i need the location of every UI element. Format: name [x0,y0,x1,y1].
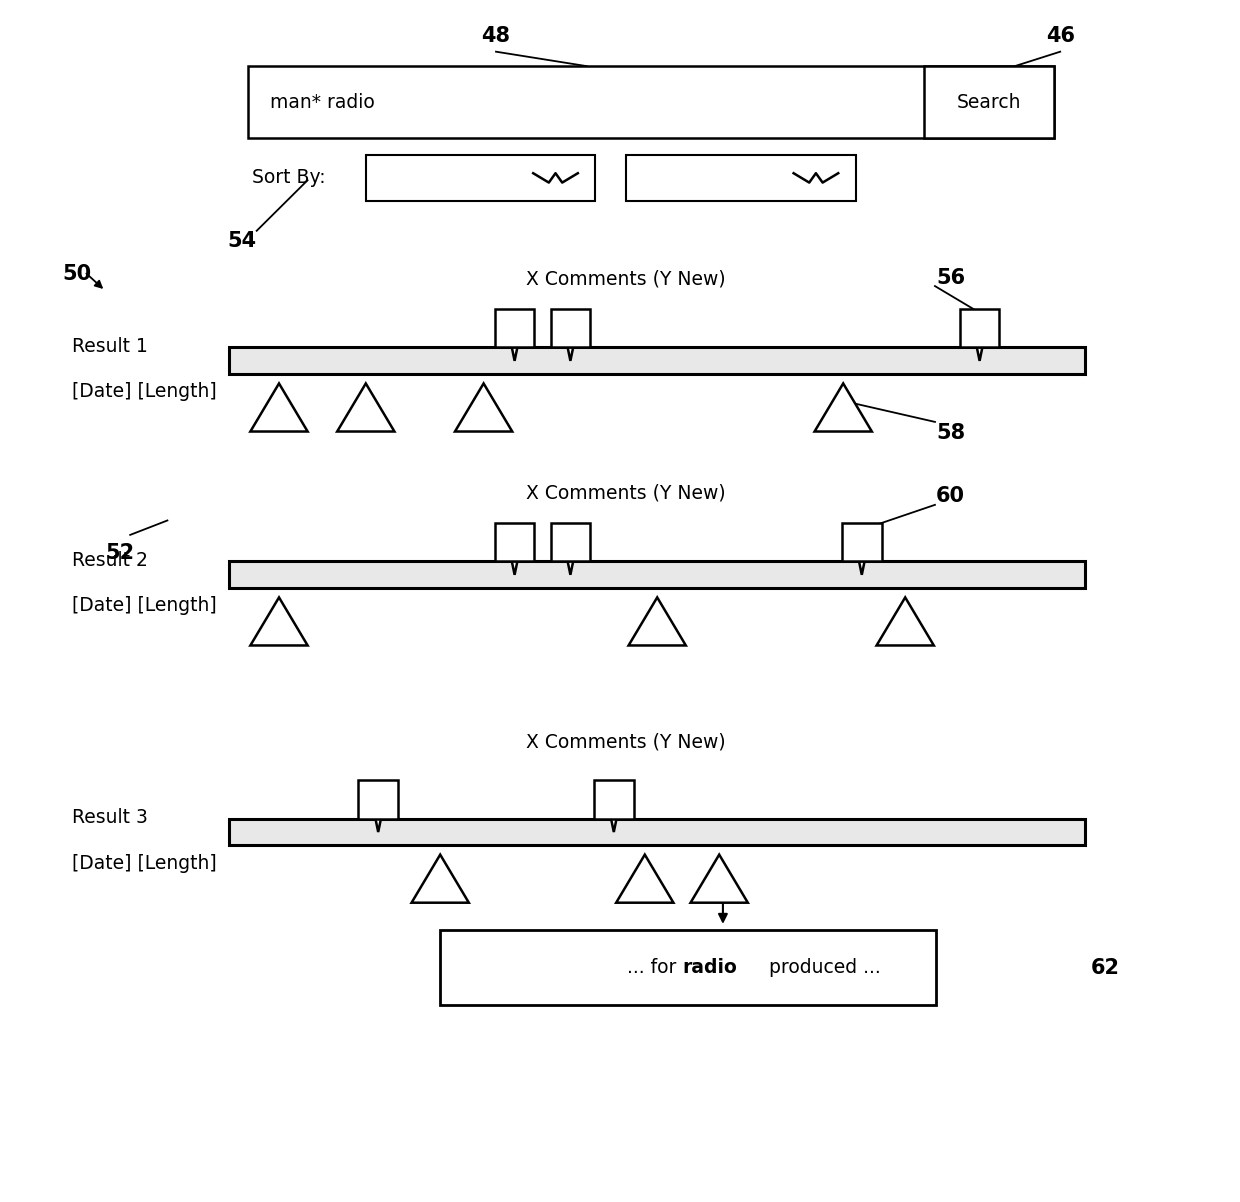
Text: X Comments (Y New): X Comments (Y New) [527,483,725,502]
Polygon shape [616,855,673,903]
Polygon shape [611,819,616,832]
Text: 48: 48 [481,25,511,46]
FancyBboxPatch shape [551,523,590,561]
FancyBboxPatch shape [248,66,1054,138]
Polygon shape [877,597,934,645]
Polygon shape [568,347,573,361]
FancyBboxPatch shape [366,155,595,201]
Text: 58: 58 [936,423,965,444]
FancyBboxPatch shape [594,780,634,819]
Text: 46: 46 [1045,25,1075,46]
Polygon shape [512,561,517,575]
Text: X Comments (Y New): X Comments (Y New) [527,732,725,751]
FancyBboxPatch shape [924,66,1054,138]
FancyBboxPatch shape [626,155,856,201]
Text: 54: 54 [227,231,257,251]
Text: man* radio: man* radio [270,93,374,112]
Polygon shape [337,383,394,432]
FancyBboxPatch shape [358,780,398,819]
Polygon shape [412,855,469,903]
FancyBboxPatch shape [960,309,999,347]
Text: Result 2: Result 2 [72,551,148,570]
Text: produced ...: produced ... [763,958,880,977]
Polygon shape [568,561,573,575]
Text: [Date] [Length]: [Date] [Length] [72,853,217,873]
Polygon shape [250,383,308,432]
Text: 52: 52 [105,543,134,564]
FancyBboxPatch shape [495,309,534,347]
Polygon shape [629,597,686,645]
FancyBboxPatch shape [551,309,590,347]
Text: Result 3: Result 3 [72,808,148,827]
FancyBboxPatch shape [495,523,534,561]
FancyBboxPatch shape [229,819,1085,845]
FancyBboxPatch shape [440,930,936,1005]
FancyBboxPatch shape [842,523,882,561]
Polygon shape [859,561,864,575]
Text: [Date] [Length]: [Date] [Length] [72,596,217,615]
Text: Sort By:: Sort By: [252,168,325,188]
Text: 62: 62 [1091,958,1120,977]
Polygon shape [376,819,381,832]
Text: Search: Search [956,93,1022,112]
Text: 60: 60 [936,486,965,506]
Polygon shape [815,383,872,432]
Polygon shape [691,855,748,903]
Text: 56: 56 [936,268,965,288]
Polygon shape [455,383,512,432]
Polygon shape [977,347,982,361]
Polygon shape [250,597,308,645]
FancyBboxPatch shape [229,561,1085,588]
Text: Result 1: Result 1 [72,337,148,356]
Text: X Comments (Y New): X Comments (Y New) [527,269,725,288]
Text: ... for: ... for [626,958,682,977]
Text: 50: 50 [62,264,91,285]
Text: [Date] [Length]: [Date] [Length] [72,382,217,401]
Polygon shape [512,347,517,361]
FancyBboxPatch shape [229,347,1085,374]
Text: radio: radio [682,958,737,977]
